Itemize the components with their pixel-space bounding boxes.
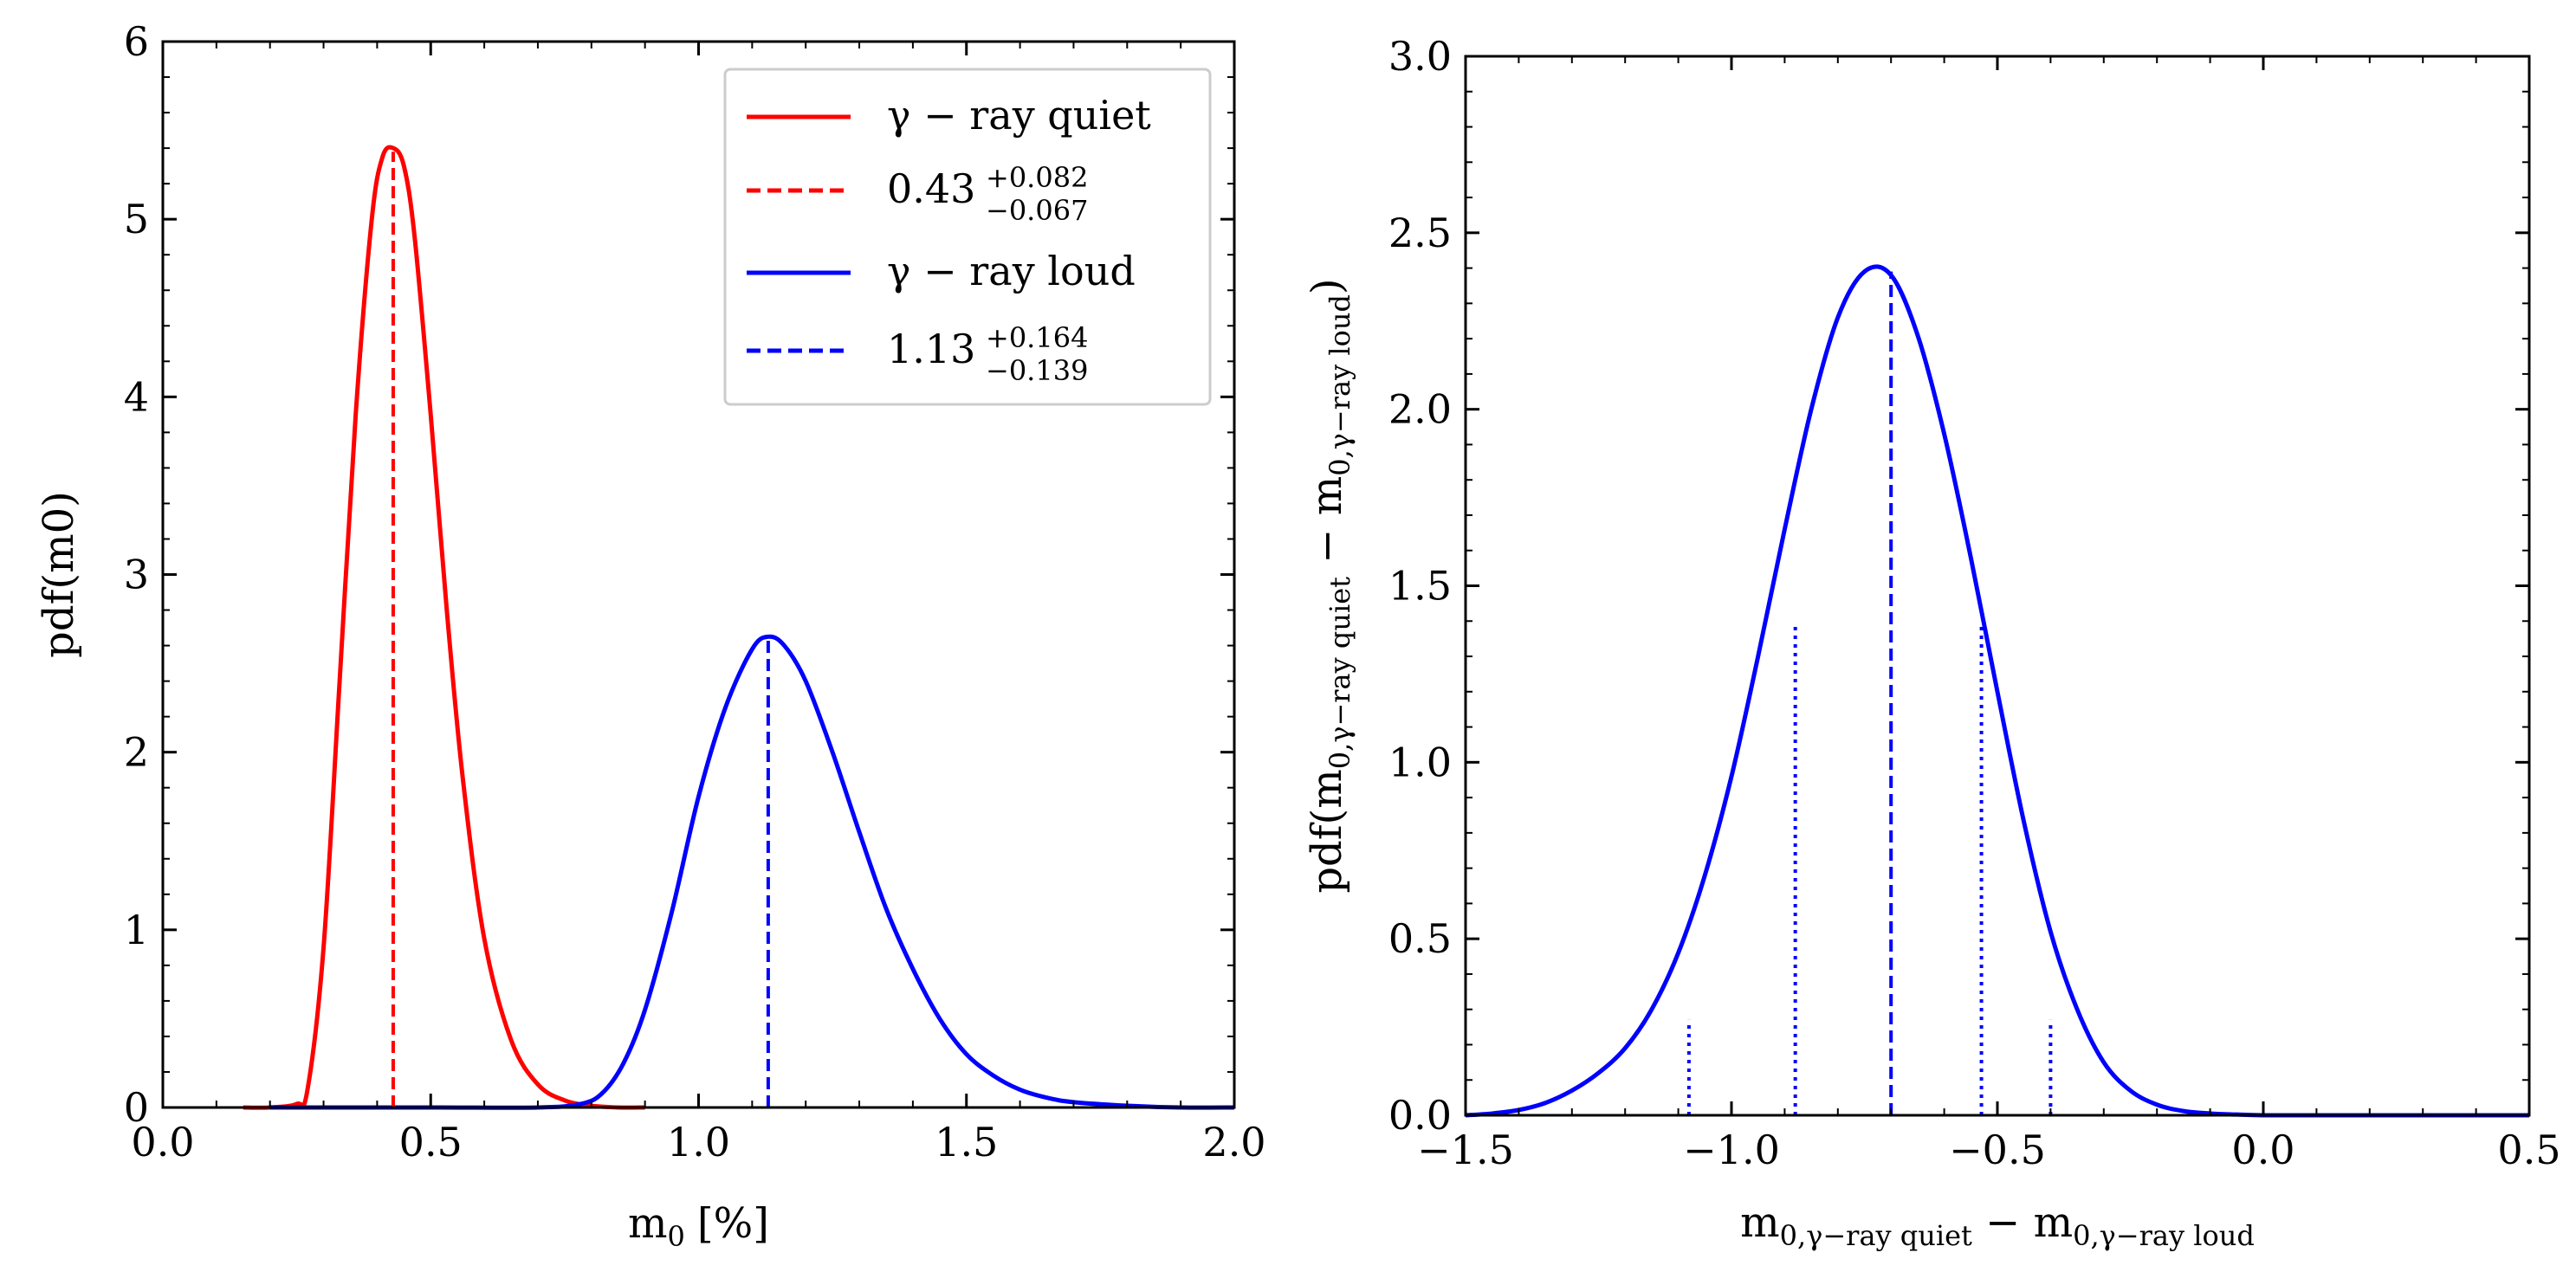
left-x-tick-label: 1.0 <box>667 1119 730 1165</box>
right-xlabel-sub1: 0,γ−ray quiet <box>1780 1219 1972 1252</box>
left-x-tick-label: 1.5 <box>935 1119 998 1165</box>
left-x-tick-label: 0.5 <box>399 1119 463 1165</box>
right-chart-marker-lines <box>1686 271 2053 1115</box>
right-x-tick-label: 0.0 <box>2231 1127 2294 1173</box>
left-chart-tick-labels: 0.0 0.5 1.0 1.5 2.0 0 1 2 3 4 5 6 <box>124 18 1266 1165</box>
right-chart-x-axis-title: m0,γ−ray quiet − m0,γ−ray loud <box>1740 1198 2255 1252</box>
legend-entry-gamma-ray-quiet-label: γ − ray quiet <box>887 92 1151 139</box>
legend-box <box>723 68 1212 406</box>
left-x-tick-label: 0.0 <box>131 1119 194 1165</box>
right-xlabel-mid: − m <box>1972 1198 2073 1247</box>
right-y-tick-label: 2.5 <box>1388 210 1452 256</box>
legend-entry-median-quiet-upper-error: +0.082 <box>986 161 1088 194</box>
legend-entry-median-loud-upper-error: +0.164 <box>986 321 1088 354</box>
left-chart-curves <box>243 145 1235 1110</box>
legend-entry-median-quiet: 0.43 +0.082−0.067 <box>747 161 1088 227</box>
right-ylabel-main: pdf(m <box>1303 769 1351 893</box>
legend-entry-median-quiet-value: 0.43 <box>887 165 975 212</box>
right-chart-y-axis-title: pdf(m0,γ−ray quiet − m0,γ−ray loud) <box>1303 278 1356 893</box>
right-xlabel-main: m <box>1740 1198 1780 1247</box>
series-line-gamma-ray-quiet <box>243 145 645 1110</box>
left-chart-median-lines <box>391 152 770 1107</box>
legend: γ − ray quiet 0.43 +0.082−0.067 γ − ray lou… <box>723 68 1212 406</box>
right-chart-ticks <box>1464 55 2531 1117</box>
legend-entry-median-loud: 1.13 +0.164−0.139 <box>747 321 1088 387</box>
left-y-tick-label: 3 <box>124 552 149 598</box>
right-y-tick-label: 2.0 <box>1388 386 1452 433</box>
legend-entry-gamma-ray-loud-label: γ − ray loud <box>887 248 1136 294</box>
right-ylabel-sub1: 0,γ−ray quiet <box>1324 577 1356 769</box>
right-xlabel-sub2: 0,γ−ray loud <box>2073 1219 2255 1252</box>
right-y-tick-label: 3.0 <box>1388 33 1452 80</box>
legend-entry-gamma-ray-quiet: γ − ray quiet <box>747 92 1151 139</box>
left-y-tick-label: 1 <box>124 907 149 953</box>
left-chart-x-axis-title: m0 [%] <box>628 1199 769 1253</box>
left-y-tick-label: 0 <box>124 1084 149 1131</box>
right-chart-tick-labels: −1.5 −1.0 −0.5 0.0 0.5 0.0 0.5 1.0 1.5 2.0 2.5 3.0 <box>1388 33 2561 1173</box>
series-line-difference-pdf <box>1465 264 2529 1118</box>
right-x-tick-label: 0.5 <box>2497 1127 2560 1173</box>
legend-entry-median-quiet-lower-error: −0.067 <box>986 194 1088 227</box>
right-y-tick-label: 1.5 <box>1388 563 1452 610</box>
right-chart: −1.5 −1.0 −0.5 0.0 0.50.00.51.01.52.02.53.0 … <box>1303 33 2561 1252</box>
right-ylabel-sub2: 0,γ−ray loud <box>1324 294 1356 476</box>
left-y-tick-label: 2 <box>124 729 149 776</box>
right-y-tick-label: 1.0 <box>1388 739 1452 785</box>
left-xlabel-sub: 0 <box>668 1220 685 1253</box>
right-y-tick-label: 0.0 <box>1388 1092 1452 1139</box>
left-y-tick-label: 6 <box>124 18 149 65</box>
right-chart-plot-frame <box>1464 55 2531 1117</box>
right-chart-curves <box>1465 264 2529 1118</box>
left-chart-y-axis-title: pdf(m0) <box>35 491 83 658</box>
left-chart-plot-frame <box>161 40 1236 1109</box>
left-xlabel-main: m <box>628 1199 668 1248</box>
right-ylabel-end: ) <box>1303 278 1351 294</box>
right-x-tick-label: −1.5 <box>1417 1127 1514 1173</box>
left-xlabel-unit: [%] <box>697 1199 769 1248</box>
series-line-gamma-ray-loud <box>269 634 1235 1110</box>
legend-entries: γ − ray quiet 0.43 +0.082−0.067 γ − ray lou… <box>747 92 1151 387</box>
legend-entry-median-loud-lower-error: −0.139 <box>986 354 1088 387</box>
legend-entry-median-loud-value: 1.13 <box>887 326 975 372</box>
left-x-tick-label: 2.0 <box>1202 1119 1265 1165</box>
legend-entry-gamma-ray-loud: γ − ray loud <box>747 248 1136 294</box>
right-x-tick-label: −0.5 <box>1949 1127 2046 1173</box>
right-ylabel-mid: − m <box>1303 476 1351 577</box>
right-x-tick-label: −1.0 <box>1683 1127 1780 1173</box>
left-y-tick-label: 4 <box>124 373 149 420</box>
left-y-tick-label: 5 <box>124 196 149 242</box>
right-y-tick-label: 0.5 <box>1388 915 1452 962</box>
